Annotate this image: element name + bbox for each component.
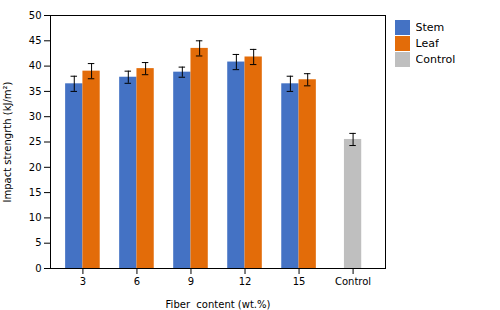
svg-text:15: 15 xyxy=(29,187,42,198)
html-text:Leaf: Leaf xyxy=(415,37,439,50)
svg-text:10: 10 xyxy=(29,212,42,223)
svg-text:15: 15 xyxy=(293,276,306,287)
svg-text:Fiber content (wt.%): Fiber content (wt.%) xyxy=(166,299,271,310)
svg-text:35: 35 xyxy=(29,86,42,97)
svg-text:20: 20 xyxy=(29,162,42,173)
svg-text:40: 40 xyxy=(29,60,42,71)
svg-text:6: 6 xyxy=(134,276,140,287)
svg-text:50: 50 xyxy=(29,10,42,21)
svg-text:3: 3 xyxy=(80,276,86,287)
svg-text:9: 9 xyxy=(188,276,194,287)
svg-text:5: 5 xyxy=(35,237,41,248)
svg-text:12: 12 xyxy=(239,276,252,287)
svg-text:Impact strengrth (kJ/m²): Impact strengrth (kJ/m²) xyxy=(2,81,13,202)
svg-text:45: 45 xyxy=(29,35,42,46)
html-text:Control: Control xyxy=(415,53,456,66)
svg-text:Control: Control xyxy=(335,276,371,287)
svg-text:25: 25 xyxy=(29,136,42,147)
svg-text:0: 0 xyxy=(35,263,41,274)
svg-text:30: 30 xyxy=(29,111,42,122)
html-text:Stem: Stem xyxy=(415,21,445,34)
